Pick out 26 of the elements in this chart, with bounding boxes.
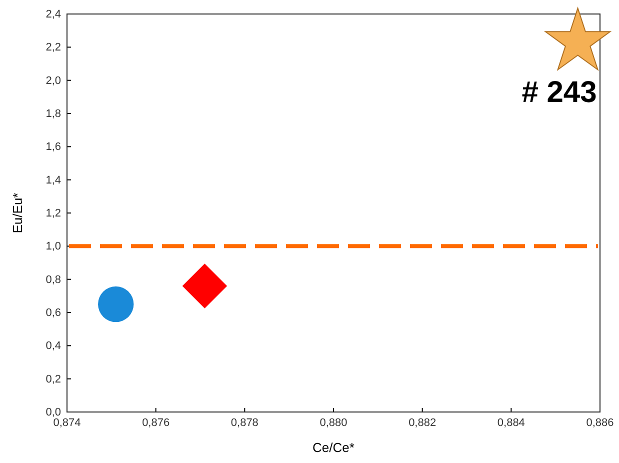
x-tick-label: 0,874 [53,416,81,429]
y-tick-label: 1,2 [46,208,61,220]
y-tick-label: 0,2 [46,373,61,386]
y-tick-label: 1,6 [46,141,61,154]
annotation: # 243 [522,76,597,110]
y-tick-label: 1,8 [46,108,61,120]
y-tick-label: 2,2 [46,42,61,54]
x-tick-label: 0,880 [320,416,348,429]
y-tick-label: 2,4 [46,8,61,21]
point [182,264,228,308]
x-tick-label: 0,878 [230,416,258,429]
y-tick-label: 0,8 [46,274,61,286]
x-tick-label: 0,882 [408,416,436,429]
x-axis-title: Ce/Ce* [312,440,354,455]
x-tick-label: 0,886 [586,416,614,429]
point [544,8,611,70]
y-tick-label: 0,4 [46,340,61,352]
y-tick-label: 0,6 [46,307,61,320]
y-axis-title: Eu/Eu* [10,192,25,234]
y-tick-label: 0,0 [46,406,61,419]
y-tick-label: 2,0 [46,74,61,87]
x-tick-label: 0,884 [497,416,525,429]
y-tick-label: 1,0 [46,240,61,253]
x-tick-label: 0,876 [142,416,170,429]
y-tick-label: 1,4 [46,174,61,186]
point [98,286,134,322]
